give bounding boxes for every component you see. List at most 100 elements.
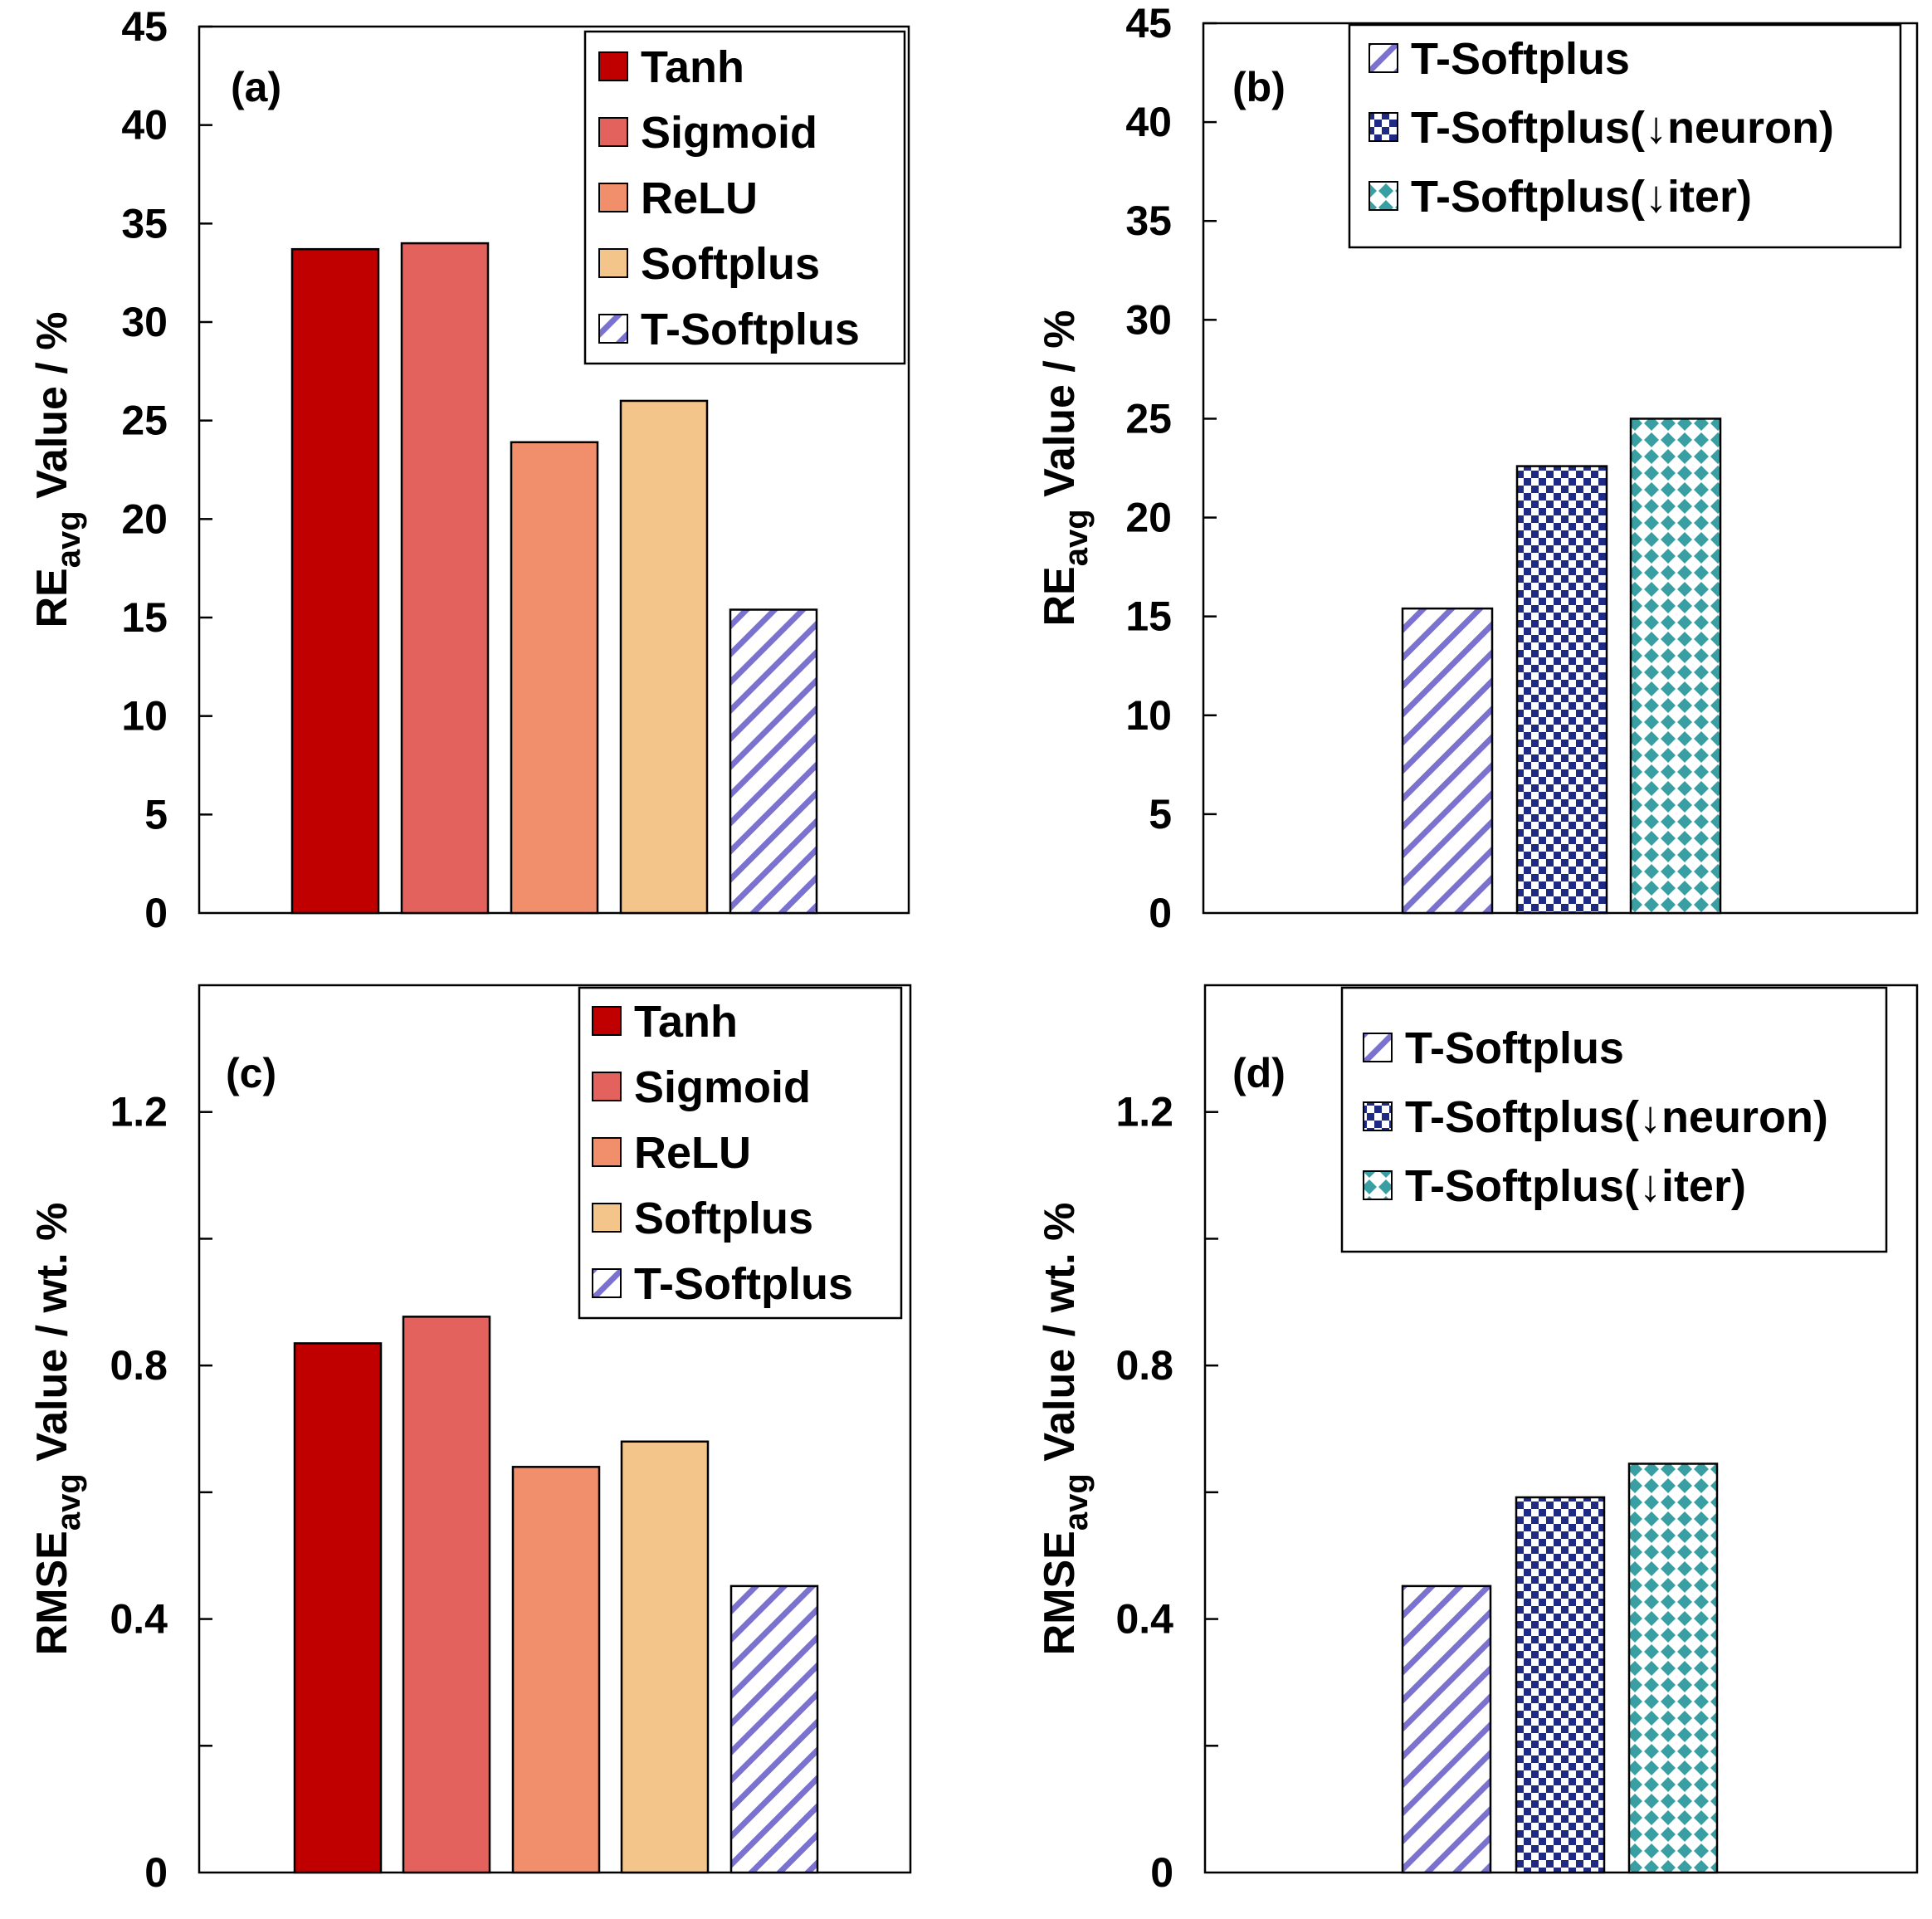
legend-label-sigmoid: Sigmoid	[634, 1062, 811, 1112]
bar-t-softplus-down-neuron	[1515, 465, 1608, 915]
panel-label: (b)	[1232, 64, 1286, 110]
legend-box	[1348, 23, 1902, 249]
y-axis-label-main: RE	[28, 568, 76, 627]
y-axis-label-main: RMSE	[1036, 1531, 1084, 1655]
legend-label-relu: ReLU	[634, 1128, 751, 1178]
y-tick-label: 15	[1125, 593, 1172, 640]
bar-t-softplus	[729, 1585, 819, 1874]
y-tick-label: 0.8	[110, 1342, 168, 1389]
panel-label: (c)	[226, 1050, 276, 1096]
legend-swatch-tanh	[598, 51, 628, 81]
legend-c: Tanh Sigmoid ReLU Softplus T-Softplus	[578, 986, 903, 1320]
y-tick-label: 30	[1125, 296, 1172, 343]
y-tick-label: 35	[1125, 198, 1172, 244]
bar-relu	[510, 441, 599, 915]
y-tick-label: 40	[121, 102, 168, 149]
legend-swatch-t-softplus-down-neuron	[1368, 112, 1398, 142]
y-tick-label: 20	[121, 496, 168, 542]
bar-softplus	[619, 399, 709, 915]
legend-label-relu: ReLU	[641, 173, 758, 223]
bar-t-softplus-down-iter	[1629, 417, 1722, 915]
legend-swatch-t-softplus-down-neuron	[1363, 1101, 1393, 1131]
legend-label-t-softplus-down-iter: T-Softplus(↓iter)	[1405, 1161, 1746, 1211]
y-axis-label-rest: Value / %	[1036, 310, 1084, 509]
legend-box	[578, 986, 903, 1320]
legend-d: T-Softplus T-Softplus(↓neuron) T-Softplus(…	[1340, 986, 1888, 1253]
panel-c: 0 0.4 0.8 1.2 (c) Tanh Sigmoid ReLU Softplus T-So…	[28, 984, 912, 1896]
bar-t-softplus-down-iter	[1627, 1462, 1719, 1874]
bar-t-softplus	[729, 608, 818, 915]
legend-label-tanh: Tanh	[634, 997, 738, 1047]
y-tick-label: 25	[1125, 395, 1172, 442]
y-tick-label: 5	[1149, 791, 1172, 837]
legend-label-t-softplus: T-Softplus	[641, 305, 860, 354]
legend-swatch-t-softplus-down-iter	[1363, 1170, 1393, 1200]
bar-t-softplus	[1401, 1585, 1492, 1874]
y-axis-label-sub: avg	[1058, 509, 1095, 566]
y-axis-label: REavg Value / %	[1036, 310, 1095, 626]
bar-softplus	[620, 1440, 710, 1874]
legend-box	[583, 30, 906, 365]
panel-d: 0 0.4 0.8 1.2 (d) T-Softplus T-Softplus(↓neuro…	[1036, 984, 1919, 1896]
y-axis-label: RMSEavg Value / wt. %	[28, 1203, 87, 1656]
bar-tanh	[290, 247, 380, 915]
y-axis-label-main: RMSE	[28, 1531, 76, 1655]
y-tick-label: 0	[144, 890, 168, 936]
legend-label-t-softplus-down-iter: T-Softplus(↓iter)	[1411, 172, 1752, 222]
bar-sigmoid	[402, 1316, 491, 1874]
legend-label-sigmoid: Sigmoid	[641, 108, 817, 158]
y-axis-label-rest: Value / wt. %	[28, 1203, 76, 1474]
legend-a: Tanh Sigmoid ReLU Softplus T-Softplus	[583, 30, 906, 365]
y-axis-label-rest: Value / %	[28, 311, 76, 510]
y-tick-label: 45	[1125, 0, 1172, 46]
legend-swatch-sigmoid	[598, 117, 628, 147]
y-tick-label: 40	[1125, 99, 1172, 145]
y-axis-label: REavg Value / %	[28, 311, 87, 627]
y-axis-label-sub: avg	[51, 510, 87, 568]
bar-t-softplus	[1401, 607, 1494, 915]
legend-swatch-tanh	[592, 1006, 622, 1036]
y-tick-label: 1.2	[110, 1089, 168, 1135]
legend-swatch-softplus	[592, 1203, 622, 1233]
legend-label-softplus: Softplus	[641, 239, 820, 289]
y-tick-label: 35	[121, 200, 168, 247]
legend-swatch-t-softplus	[1368, 43, 1398, 73]
y-tick-label: 0.4	[110, 1596, 168, 1643]
bar-tanh	[293, 1342, 383, 1874]
legend-swatch-softplus	[598, 248, 628, 278]
y-tick-label: 5	[144, 791, 168, 837]
bar-relu	[511, 1466, 601, 1874]
y-tick-label: 30	[121, 299, 168, 345]
legend-label-softplus: Softplus	[634, 1194, 813, 1243]
legend-swatch-t-softplus	[1363, 1033, 1393, 1062]
legend-label-t-softplus-down-neuron: T-Softplus(↓neuron)	[1405, 1092, 1828, 1142]
legend-label-t-softplus: T-Softplus	[1411, 34, 1630, 84]
y-tick-label: 20	[1125, 495, 1172, 541]
y-axis-label-main: RE	[1036, 566, 1084, 626]
legend-b: T-Softplus T-Softplus(↓neuron) T-Softplus(…	[1348, 23, 1902, 249]
panel-label: (a)	[231, 64, 281, 110]
legend-swatch-sigmoid	[592, 1072, 622, 1101]
y-tick-label: 45	[121, 3, 168, 50]
bar-t-softplus-down-neuron	[1515, 1496, 1606, 1874]
legend-swatch-relu	[592, 1137, 622, 1167]
legend-box	[1340, 986, 1888, 1253]
legend-swatch-t-softplus-down-iter	[1368, 181, 1398, 211]
panel-label: (d)	[1232, 1050, 1286, 1096]
y-tick-label: 0	[1149, 890, 1172, 936]
y-tick-label: 25	[121, 398, 168, 444]
legend-label-t-softplus: T-Softplus	[634, 1259, 853, 1309]
y-axis-label-sub: avg	[1058, 1473, 1095, 1531]
y-tick-label: 0.8	[1115, 1342, 1173, 1389]
y-tick-label: 1.2	[1115, 1089, 1173, 1135]
legend-swatch-t-softplus	[592, 1268, 622, 1298]
legend-swatch-relu	[598, 183, 628, 212]
y-axis-label-sub: avg	[51, 1473, 87, 1531]
legend-label-t-softplus-down-neuron: T-Softplus(↓neuron)	[1411, 103, 1834, 153]
y-axis-label-rest: Value / wt. %	[1036, 1203, 1084, 1474]
bar-sigmoid	[400, 242, 490, 915]
legend-label-t-softplus: T-Softplus	[1405, 1023, 1624, 1073]
y-tick-label: 15	[121, 594, 168, 641]
y-tick-label: 10	[121, 693, 168, 740]
